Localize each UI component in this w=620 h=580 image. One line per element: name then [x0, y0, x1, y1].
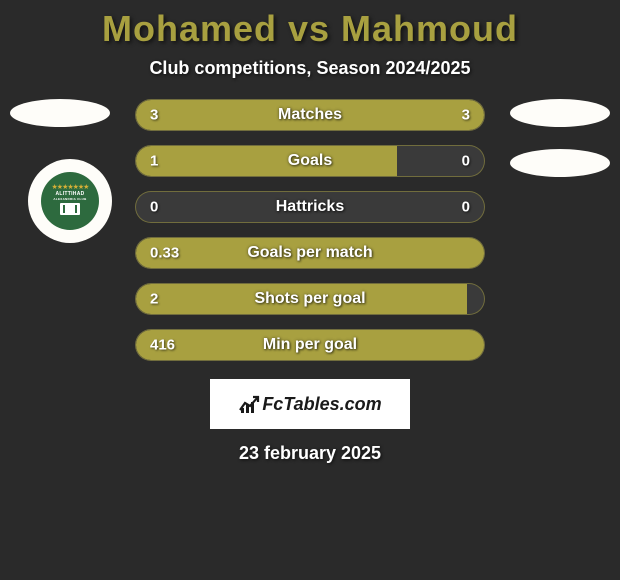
club-flag-icon	[60, 203, 80, 215]
footer-branding: FcTables.com	[210, 379, 410, 429]
stat-value-right: 0	[462, 153, 470, 170]
stat-label: Goals per match	[136, 244, 484, 262]
stats-area: ★★★★★★★ ALITTIHAD ALEXANDRIA CLUB 3Match…	[0, 99, 620, 361]
club-badge-inner: ★★★★★★★ ALITTIHAD ALEXANDRIA CLUB	[41, 172, 99, 230]
stat-row: 1Goals0	[135, 145, 485, 177]
stat-label: Matches	[136, 106, 484, 124]
stat-row: 2Shots per goal	[135, 283, 485, 315]
stat-label: Hattricks	[136, 198, 484, 216]
club-stars-icon: ★★★★★★★	[52, 183, 89, 191]
stat-label: Shots per goal	[136, 290, 484, 308]
stat-value-right: 0	[462, 199, 470, 216]
player-right-placeholder-1	[510, 99, 610, 127]
stat-row: 0Hattricks0	[135, 191, 485, 223]
stat-value-right: 3	[462, 107, 470, 124]
club-subtext: ALEXANDRIA CLUB	[53, 197, 86, 201]
stat-bars: 3Matches31Goals00Hattricks00.33Goals per…	[135, 99, 485, 361]
stat-label: Goals	[136, 152, 484, 170]
player-left-placeholder	[10, 99, 110, 127]
chart-up-icon	[238, 394, 260, 414]
root: Mohamed vs Mahmoud Club competitions, Se…	[0, 0, 620, 464]
club-badge: ★★★★★★★ ALITTIHAD ALEXANDRIA CLUB	[28, 159, 112, 243]
stat-row: 0.33Goals per match	[135, 237, 485, 269]
stat-label: Min per goal	[136, 336, 484, 354]
footer-brand-text: FcTables.com	[262, 394, 381, 415]
stat-row: 416Min per goal	[135, 329, 485, 361]
date-label: 23 february 2025	[0, 443, 620, 464]
footer-logo: FcTables.com	[238, 394, 381, 415]
stat-row: 3Matches3	[135, 99, 485, 131]
page-title: Mohamed vs Mahmoud	[0, 8, 620, 50]
player-right-placeholder-2	[510, 149, 610, 177]
subtitle: Club competitions, Season 2024/2025	[0, 58, 620, 79]
